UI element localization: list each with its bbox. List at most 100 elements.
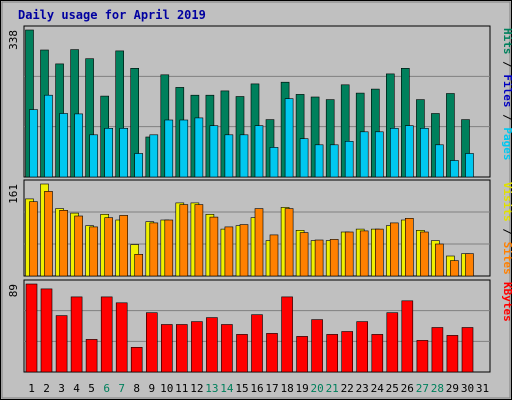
bar-sites-day-5 — [89, 226, 98, 277]
bar-kbytes-day-8 — [130, 346, 143, 373]
side-label-pages: Pages — [501, 127, 512, 160]
bar-pages-day-11 — [179, 119, 189, 178]
bar-sites-day-3 — [59, 210, 68, 277]
x-tick-label: 31 — [476, 382, 489, 395]
bar-sites-day-22 — [344, 231, 354, 277]
bar-pages-day-22 — [344, 141, 354, 178]
bar-kbytes-day-21 — [326, 334, 339, 373]
panel-middle-max-label: 161 — [7, 184, 20, 204]
bar-pages-day-21 — [329, 144, 339, 178]
x-tick-label: 4 — [73, 382, 80, 395]
x-tick-label: 8 — [133, 382, 140, 395]
x-tick-label: 28 — [431, 382, 444, 395]
x-tick-label: 5 — [88, 382, 95, 395]
x-tick-label: 10 — [160, 382, 173, 395]
x-tick-label: 17 — [265, 382, 278, 395]
x-tick-label: 24 — [371, 382, 385, 395]
side-label-files: Files — [501, 74, 512, 107]
bar-kbytes-day-6 — [100, 296, 113, 373]
bar-pages-day-26 — [404, 125, 414, 178]
bar-pages-day-4 — [74, 113, 83, 178]
x-tick-label: 7 — [118, 382, 125, 395]
bar-kbytes-day-19 — [296, 336, 308, 373]
bar-kbytes-day-5 — [85, 339, 98, 373]
bar-pages-day-6 — [104, 128, 113, 178]
bar-pages-day-14 — [224, 134, 234, 178]
bar-sites-day-8 — [134, 254, 143, 277]
panel-top: 338 Hits / Files / Pages — [7, 25, 512, 178]
bar-sites-day-24 — [374, 228, 384, 277]
x-tick-label: 13 — [205, 382, 218, 395]
bar-pages-day-29 — [450, 160, 459, 178]
bar-pages-day-19 — [299, 138, 309, 178]
bar-sites-day-26 — [404, 218, 414, 277]
side-label-separator: / — [501, 55, 512, 75]
bar-sites-day-13 — [209, 216, 219, 277]
x-tick-label: 3 — [58, 382, 65, 395]
bar-pages-day-10 — [164, 119, 174, 178]
side-label-visits: Visits — [501, 182, 512, 222]
chart-title: Daily usage for April 2019 — [18, 8, 206, 22]
side-label-sites: Sites — [501, 242, 512, 275]
bar-kbytes-day-25 — [386, 312, 399, 373]
bar-sites-day-27 — [420, 231, 429, 277]
bar-pages-day-8 — [134, 153, 143, 178]
bar-kbytes-day-16 — [251, 314, 263, 373]
bar-sites-day-4 — [74, 215, 83, 277]
bar-pages-day-1 — [29, 109, 38, 178]
x-tick-label: 12 — [190, 382, 203, 395]
bar-kbytes-day-13 — [206, 317, 218, 373]
bar-pages-day-25 — [389, 128, 399, 178]
x-tick-label: 23 — [356, 382, 369, 395]
side-label-separator: / — [501, 108, 512, 128]
bar-pages-day-18 — [284, 98, 294, 178]
bar-kbytes-day-2 — [40, 288, 53, 373]
x-tick-label: 30 — [461, 382, 474, 395]
bar-kbytes-day-30 — [461, 327, 474, 373]
bar-sites-day-16 — [254, 208, 264, 277]
x-tick-label: 9 — [148, 382, 155, 395]
panel-middle-side-label: Visits / Sites — [501, 182, 512, 275]
bar-pages-day-27 — [420, 128, 429, 178]
bar-kbytes-day-22 — [341, 331, 354, 373]
bar-kbytes-day-18 — [281, 296, 293, 373]
panel-top-side-label: Hits / Files / Pages — [501, 28, 512, 161]
x-tick-label: 25 — [386, 382, 399, 395]
bar-pages-day-24 — [374, 131, 384, 178]
x-tick-label: 6 — [103, 382, 110, 395]
bar-pages-day-15 — [239, 134, 249, 178]
bar-sites-day-15 — [239, 224, 249, 277]
bar-sites-day-25 — [389, 222, 399, 277]
bar-sites-day-30 — [465, 253, 474, 277]
bar-pages-day-9 — [149, 134, 159, 178]
x-tick-label: 29 — [446, 382, 459, 395]
bar-sites-day-20 — [314, 239, 324, 277]
bar-sites-day-2 — [44, 191, 53, 277]
panel-top-max-label: 338 — [7, 30, 20, 50]
bar-sites-day-19 — [299, 232, 309, 277]
bar-kbytes-day-12 — [191, 321, 203, 373]
bar-pages-day-30 — [465, 153, 474, 178]
bar-kbytes-day-17 — [266, 333, 278, 373]
bar-kbytes-day-23 — [356, 321, 369, 373]
side-label-hits: Hits — [501, 28, 512, 55]
bar-sites-day-28 — [435, 243, 444, 277]
bar-pages-day-2 — [44, 94, 53, 178]
bar-kbytes-day-11 — [176, 324, 188, 373]
x-tick-label: 27 — [416, 382, 429, 395]
x-tick-label: 19 — [295, 382, 308, 395]
panel-bottom-side-label: KBytes — [501, 282, 512, 322]
x-tick-label: 22 — [341, 382, 354, 395]
bar-sites-day-11 — [179, 204, 189, 277]
x-tick-label: 11 — [175, 382, 188, 395]
x-tick-label: 26 — [401, 382, 414, 395]
bar-sites-day-9 — [149, 222, 159, 277]
bar-pages-day-23 — [359, 131, 369, 178]
bar-sites-day-23 — [359, 230, 369, 277]
bar-kbytes-day-9 — [146, 312, 158, 373]
bar-sites-day-7 — [119, 215, 128, 277]
bar-pages-day-7 — [119, 128, 128, 178]
bar-kbytes-day-24 — [371, 334, 384, 373]
x-tick-label: 20 — [310, 382, 323, 395]
bar-kbytes-day-14 — [221, 324, 233, 373]
